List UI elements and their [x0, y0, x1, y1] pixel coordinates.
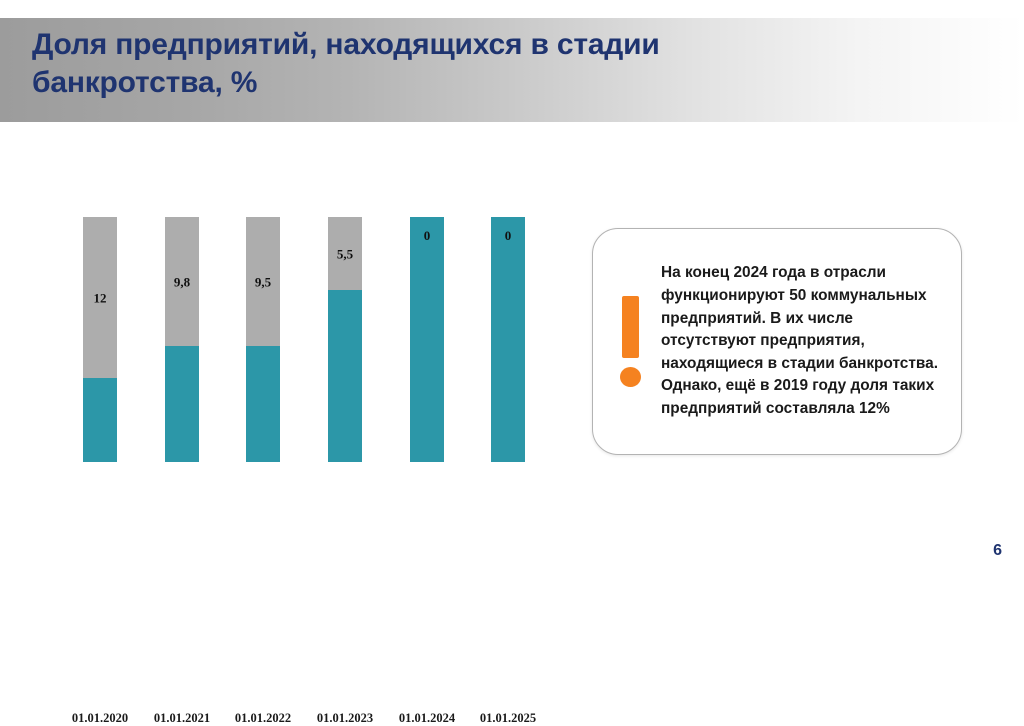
page-number: 6: [993, 542, 1002, 559]
bar-segment-other-2025: 0: [491, 217, 525, 462]
bar-value-label-2025: 0: [504, 228, 512, 243]
bar-segment-other-2024: 0: [410, 217, 444, 462]
callout-text: На конец 2024 года в отрасли функциониру…: [661, 264, 938, 417]
bar-segment-other-2023: [328, 290, 362, 462]
category-label-2023: 01.01.2023: [316, 711, 374, 725]
exclamation-mark-icon: [599, 296, 661, 387]
category-label-2021: 01.01.2021: [153, 711, 211, 725]
callout-box: На конец 2024 года в отрасли функциониру…: [592, 228, 962, 455]
bar-value-label-2024: 0: [423, 228, 431, 243]
bankruptcy-share-stacked-bar-chart: 12 01.01.2020 9,8 01.01.2021 9,5 01.01.2…: [0, 0, 580, 725]
bar-stack: 0: [410, 217, 444, 462]
bar-value-label-2020: 12: [93, 290, 107, 305]
category-label-2020: 01.01.2020: [71, 711, 129, 725]
bar-segment-bankrupt-2021: 9,8: [165, 217, 199, 346]
bar-stack: 9,8: [165, 217, 199, 462]
category-label-2024: 01.01.2024: [398, 711, 456, 725]
bar-value-label-2022: 9,5: [254, 274, 272, 289]
page-title: Доля предприятий, находящихся в стадии б…: [32, 28, 660, 99]
exclamation-dot: [619, 367, 641, 387]
bar-segment-bankrupt-2023: 5,5: [328, 217, 362, 290]
bar-value-label-2021: 9,8: [173, 274, 191, 289]
category-label-2022: 01.01.2022: [234, 711, 292, 725]
bar-segment-bankrupt-2020: 12: [83, 217, 117, 378]
bar-segment-other-2021: [165, 346, 199, 462]
bar-segment-bankrupt-2022: 9,5: [246, 217, 280, 346]
bar-segment-other-2022: [246, 346, 280, 462]
bar-stack: 5,5: [328, 217, 362, 462]
exclamation-bar: [621, 296, 639, 358]
bar-segment-other-2020: [83, 378, 117, 462]
bar-value-label-2023: 5,5: [336, 246, 354, 261]
category-label-2025: 01.01.2025: [479, 711, 537, 725]
bar-stack: 12: [83, 217, 117, 462]
bar-stack: 9,5: [246, 217, 280, 462]
bar-stack: 0: [491, 217, 525, 462]
header-gradient-band: [0, 18, 1024, 122]
